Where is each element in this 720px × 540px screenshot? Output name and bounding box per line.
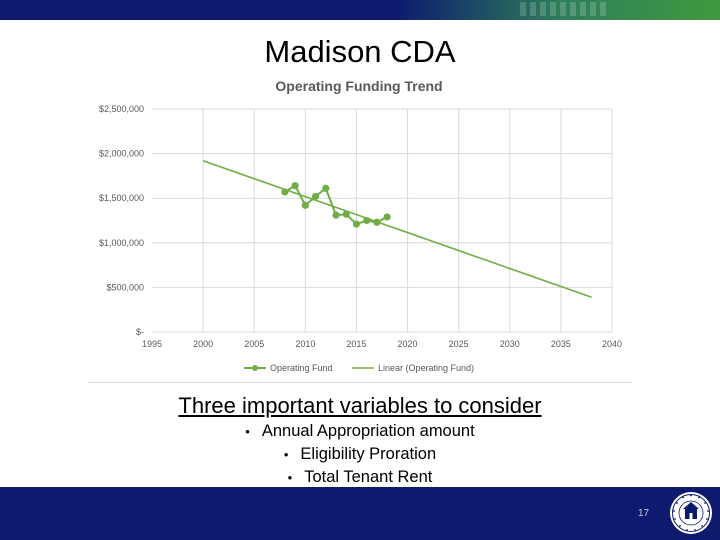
- list-item: • Total Tenant Rent: [0, 466, 720, 489]
- x-tick-label: 2040: [602, 339, 622, 349]
- operating-fund-point: [383, 213, 391, 221]
- x-tick-label: 2020: [398, 339, 418, 349]
- list-item: • Annual Appropriation amount: [0, 420, 720, 443]
- variables-list: • Annual Appropriation amount • Eligibilit…: [0, 420, 720, 489]
- legend-trendline-label: Linear (Operating Fund): [378, 363, 474, 373]
- operating-fund-point: [332, 211, 340, 219]
- legend-operating-fund-label: Operating Fund: [270, 363, 333, 373]
- x-tick-label: 2030: [500, 339, 520, 349]
- y-tick-label: $2,000,000: [99, 149, 144, 159]
- operating-fund-point: [301, 201, 309, 209]
- y-tick-label: $-: [136, 327, 144, 337]
- header-band: [0, 0, 720, 20]
- x-tick-label: 2035: [551, 339, 571, 349]
- bullet-dot-icon: •: [287, 470, 293, 485]
- operating-fund-point: [342, 210, 350, 218]
- chart-area: $- $500,000 $1,000,000 $1,500,000 $2,000,000…: [84, 70, 634, 380]
- operating-fund-point: [322, 184, 330, 192]
- operating-fund-point: [352, 220, 361, 228]
- slide-title: Madison CDA: [264, 34, 456, 69]
- bullet-dot-icon: •: [283, 447, 289, 462]
- legend-operating-fund-marker: [252, 365, 258, 371]
- section-subheading: Three important variables to consider: [178, 393, 542, 418]
- y-tick-label: $2,500,000: [99, 104, 144, 114]
- x-tick-label: 2000: [193, 339, 213, 349]
- x-tick-label: 2010: [295, 339, 315, 349]
- list-item: • Eligibility Proration: [0, 443, 720, 466]
- chart-divider: [88, 382, 632, 383]
- page-number: 17: [638, 508, 650, 519]
- operating-fund-point: [311, 192, 320, 201]
- bullet-dot-icon: •: [245, 424, 250, 439]
- list-item-label: Annual Appropriation amount: [261, 422, 475, 440]
- y-tick-label: $1,000,000: [99, 238, 144, 248]
- x-tick-label: 1995: [142, 339, 162, 349]
- operating-fund-point: [363, 216, 371, 225]
- footer-band: [0, 487, 720, 540]
- x-tick-label: 2025: [449, 339, 469, 349]
- operating-fund-point: [281, 188, 289, 196]
- list-item-label: Total Tenant Rent: [304, 468, 433, 486]
- operating-funding-chart: $- $500,000 $1,000,000 $1,500,000 $2,000,000…: [99, 104, 622, 373]
- header-stripe-decoration: [520, 2, 610, 16]
- x-tick-label: 2015: [346, 339, 366, 349]
- operating-fund-point: [291, 182, 299, 190]
- x-tick-label: 2005: [244, 339, 264, 349]
- operating-fund-point: [373, 218, 381, 226]
- hud-seal-icon: [670, 492, 712, 534]
- y-tick-label: $1,500,000: [99, 193, 144, 203]
- y-tick-label: $500,000: [106, 282, 144, 292]
- trendline-series-line: [202, 159, 592, 298]
- chart-title: Operating Funding Trend: [275, 78, 443, 94]
- list-item-label: Eligibility Proration: [300, 445, 437, 463]
